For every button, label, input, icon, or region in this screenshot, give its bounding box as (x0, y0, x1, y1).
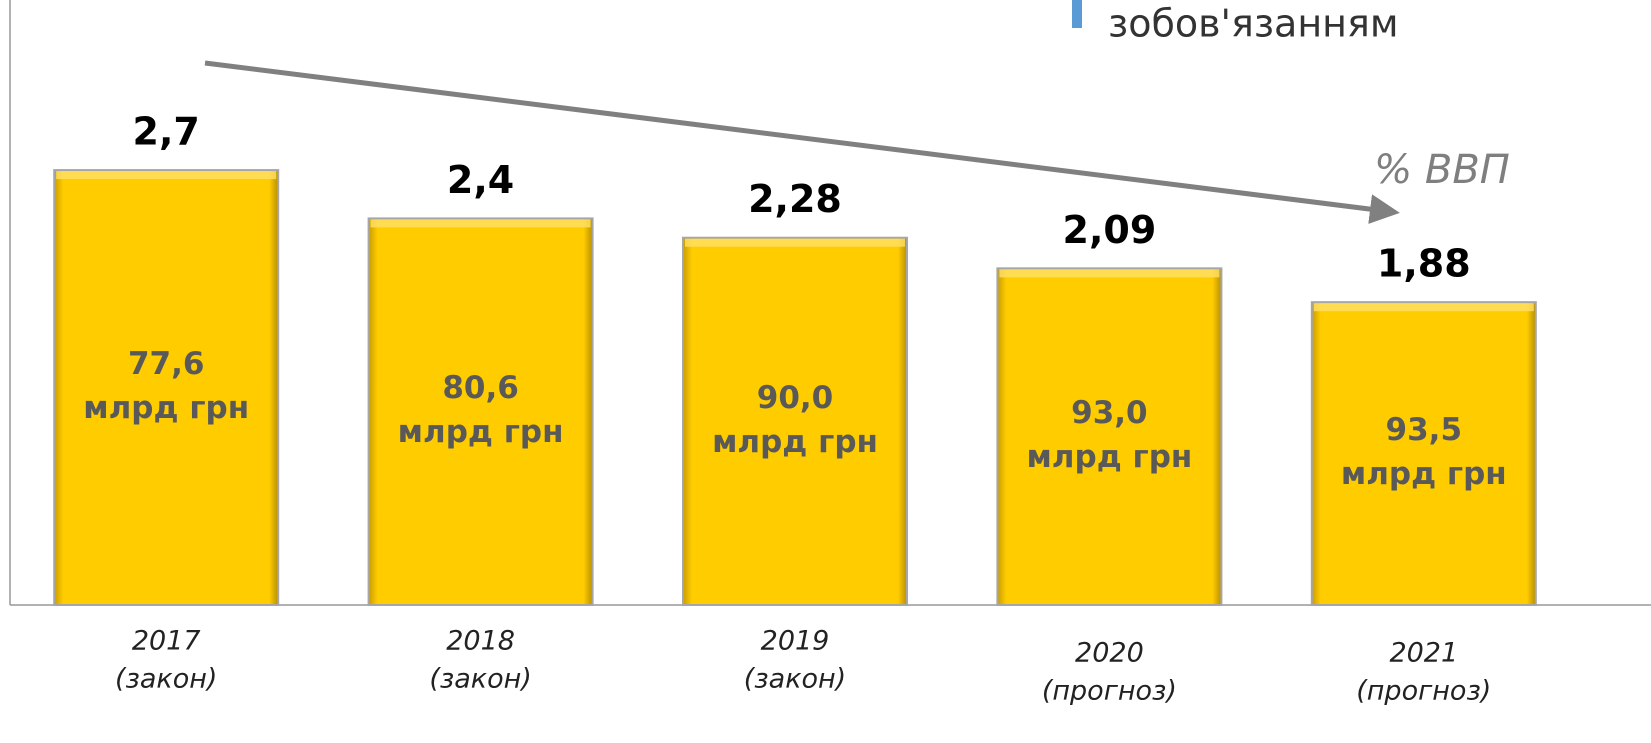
x-tick-label: 2021 (1389, 638, 1458, 669)
data-label: 2,09 (1063, 208, 1157, 252)
x-tick-note: (прогноз) (1042, 676, 1177, 707)
bar (996, 267, 1223, 606)
amount-unit: млрд грн (712, 424, 878, 460)
header-accent (1072, 0, 1082, 28)
amount-unit: млрд грн (1026, 439, 1192, 475)
bar (53, 169, 280, 606)
x-tick-note: (закон) (115, 664, 217, 695)
x-tick-label: 2017 (132, 626, 201, 657)
data-label: 1,88 (1377, 242, 1471, 286)
amount-label: 80,6 (442, 370, 519, 406)
header-text: зобов'язанням (1108, 2, 1399, 46)
x-tick-note: (прогноз) (1356, 676, 1491, 707)
x-tick-label: 2019 (761, 626, 830, 657)
bar-bevel (999, 269, 1220, 278)
data-label: 2,7 (133, 110, 200, 154)
x-tick-note: (закон) (744, 664, 846, 695)
bar-bevel (56, 171, 277, 180)
bar (682, 236, 908, 606)
bar-bevel (685, 238, 905, 247)
amount-label: 77,6 (128, 346, 205, 382)
annotation: % ВВП (1374, 147, 1510, 193)
trend-arrow (204, 60, 1400, 225)
bar-bevel (370, 219, 591, 228)
amount-unit: млрд грн (398, 414, 564, 450)
bar-bevel (1313, 303, 1534, 312)
bar (367, 217, 594, 607)
bar (1310, 301, 1537, 606)
data-label: 2,4 (447, 158, 514, 202)
amount-label: 90,0 (757, 380, 834, 416)
x-tick-label: 2020 (1075, 638, 1144, 669)
amount-label: 93,0 (1071, 395, 1148, 431)
data-label: 2,28 (748, 177, 842, 221)
amount-unit: млрд грн (1341, 456, 1507, 492)
amount-label: 93,5 (1386, 412, 1463, 448)
x-tick-label: 2018 (446, 626, 515, 657)
amount-unit: млрд грн (83, 390, 249, 426)
x-tick-note: (закон) (429, 664, 531, 695)
